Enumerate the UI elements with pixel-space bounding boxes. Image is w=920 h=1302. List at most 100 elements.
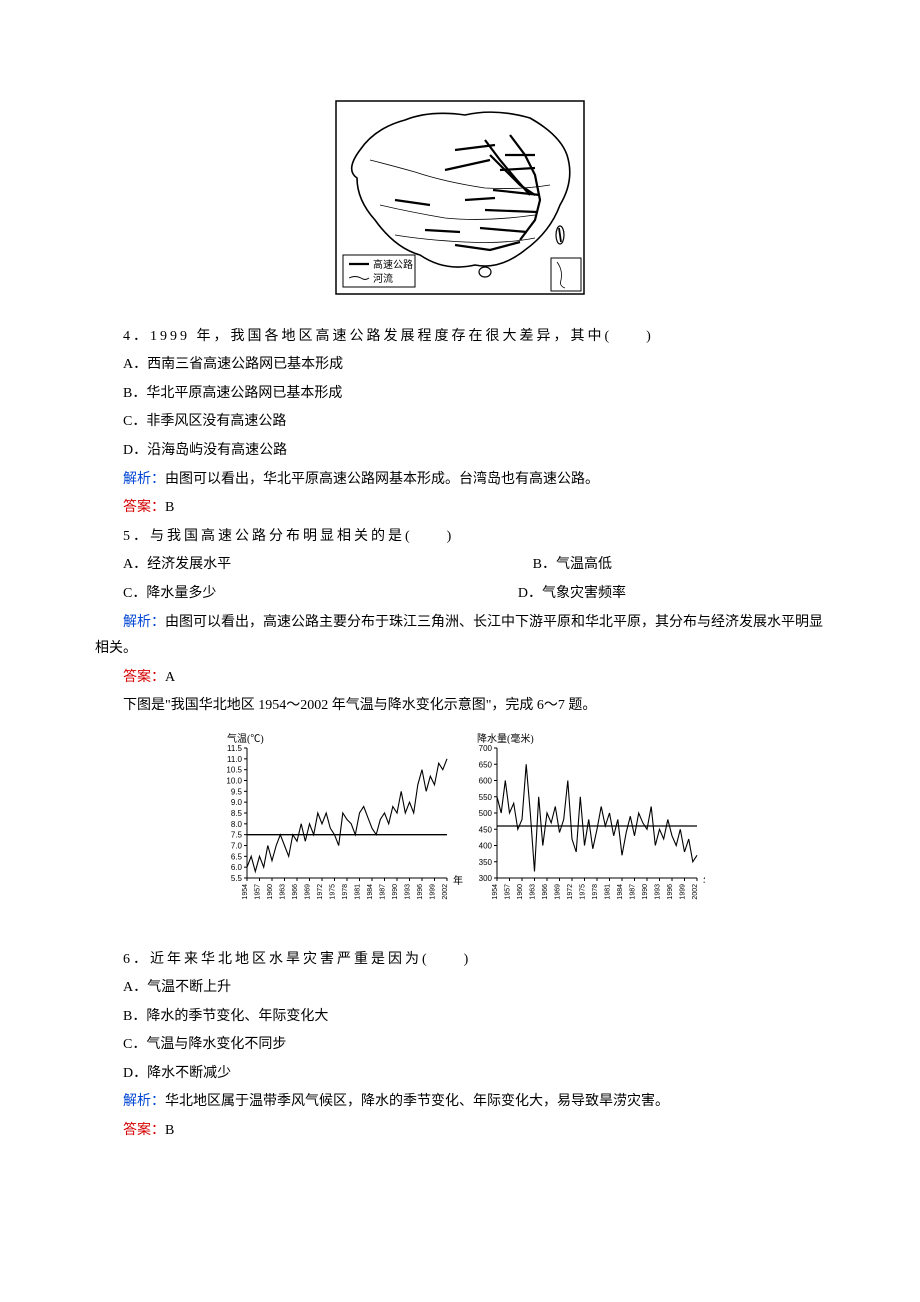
- svg-text:2002: 2002: [692, 884, 699, 900]
- svg-text:1972: 1972: [567, 884, 574, 900]
- q5-opts-row2: C．降水量多少 D．气象灾害频率: [95, 581, 825, 608]
- q4-opt-a: A．西南三省高速公路网已基本形成: [95, 352, 825, 379]
- q4-analysis-label: 解析：: [123, 472, 165, 487]
- q4-analysis-text: 由图可以看出，华北平原高速公路网基本形成。台湾岛也有高速公路。: [165, 472, 599, 487]
- q5-opt-c: C．降水量多少: [123, 586, 216, 601]
- q4-answer: 答案：B: [95, 495, 825, 522]
- svg-text:11.0: 11.0: [227, 755, 243, 764]
- q5-stem: 5．与我国高速公路分布明显相关的是( ): [95, 524, 825, 551]
- svg-text:1987: 1987: [380, 884, 387, 900]
- q6-answer-text: B: [165, 1123, 174, 1138]
- q5-analysis-text: 由图可以看出，高速公路主要分布于珠江三角洲、长江中下游平原和华北平原，其分布与经…: [95, 615, 823, 657]
- svg-text:1984: 1984: [367, 884, 374, 900]
- svg-text:1996: 1996: [417, 884, 424, 900]
- q5-analysis-label: 解析：: [123, 615, 165, 630]
- svg-text:1999: 1999: [430, 884, 437, 900]
- svg-text:1963: 1963: [530, 884, 537, 900]
- svg-text:1957: 1957: [505, 884, 512, 900]
- svg-text:1975: 1975: [580, 884, 587, 900]
- svg-text:650: 650: [479, 760, 493, 769]
- legend-highway-text: 高速公路: [373, 258, 413, 271]
- q6-opt-d: D．降水不断减少: [95, 1061, 825, 1088]
- q6-analysis-text: 华北地区属于温带季风气候区，降水的季节变化、年际变化大，易导致旱涝灾害。: [165, 1094, 669, 1109]
- q5-opt-d: D．气象灾害频率: [490, 581, 626, 608]
- intro-6-7: 下图是"我国华北地区 1954～2002 年气温与降水变化示意图"，完成 6～7…: [95, 693, 825, 720]
- svg-text:1978: 1978: [342, 884, 349, 900]
- svg-text:年: 年: [453, 874, 463, 887]
- svg-text:7.0: 7.0: [231, 841, 243, 850]
- q6-analysis: 解析：华北地区属于温带季风气候区，降水的季节变化、年际变化大，易导致旱涝灾害。: [95, 1089, 825, 1116]
- svg-text:1990: 1990: [392, 884, 399, 900]
- svg-text:400: 400: [479, 841, 493, 850]
- svg-text:1957: 1957: [255, 884, 262, 900]
- climate-charts: 气温(℃)5.56.06.57.07.58.08.59.09.510.010.5…: [95, 730, 825, 931]
- svg-text:1960: 1960: [267, 884, 274, 900]
- svg-text:1993: 1993: [405, 884, 412, 900]
- svg-text:450: 450: [479, 825, 493, 834]
- legend-river-text: 河流: [373, 272, 393, 285]
- svg-text:300: 300: [479, 874, 493, 883]
- svg-text:5.5: 5.5: [231, 874, 243, 883]
- q5-opts-row1: A．经济发展水平 B．气温高低: [95, 552, 825, 579]
- svg-text:8.5: 8.5: [231, 809, 243, 818]
- svg-text:6.5: 6.5: [231, 852, 243, 861]
- q4-answer-label: 答案：: [123, 500, 165, 515]
- svg-text:1969: 1969: [555, 884, 562, 900]
- svg-text:1966: 1966: [542, 884, 549, 900]
- q6-opt-c: C．气温与降水变化不同步: [95, 1032, 825, 1059]
- q6-opt-b: B．降水的季节变化、年际变化大: [95, 1004, 825, 1031]
- q6-analysis-label: 解析：: [123, 1094, 165, 1109]
- svg-text:1954: 1954: [492, 884, 499, 900]
- q5-opt-a: A．经济发展水平: [123, 557, 231, 572]
- svg-text:1966: 1966: [292, 884, 299, 900]
- svg-text:1984: 1984: [617, 884, 624, 900]
- q6-opt-a: A．气温不断上升: [95, 975, 825, 1002]
- svg-text:350: 350: [479, 858, 493, 867]
- svg-text:1972: 1972: [317, 884, 324, 900]
- svg-text:1960: 1960: [517, 884, 524, 900]
- q4-analysis: 解析：由图可以看出，华北平原高速公路网基本形成。台湾岛也有高速公路。: [95, 467, 825, 494]
- svg-text:1981: 1981: [605, 884, 612, 900]
- q5-opt-b: B．气温高低: [505, 552, 612, 579]
- svg-text:500: 500: [479, 809, 493, 818]
- svg-text:10.5: 10.5: [226, 766, 242, 775]
- svg-text:1954: 1954: [242, 884, 249, 900]
- q4-opt-b: B．华北平原高速公路网已基本形成: [95, 381, 825, 408]
- svg-text:1996: 1996: [667, 884, 674, 900]
- svg-text:1999: 1999: [680, 884, 687, 900]
- svg-text:7.5: 7.5: [231, 831, 243, 840]
- q5-answer: 答案：A: [95, 665, 825, 692]
- china-map-figure: 高速公路 河流: [95, 100, 825, 306]
- svg-text:1990: 1990: [642, 884, 649, 900]
- svg-text:6.0: 6.0: [231, 863, 243, 872]
- svg-text:8.0: 8.0: [231, 820, 243, 829]
- q5-answer-label: 答案：: [123, 670, 165, 685]
- svg-text:年: 年: [703, 874, 705, 887]
- svg-text:1981: 1981: [355, 884, 362, 900]
- svg-text:550: 550: [479, 793, 493, 802]
- svg-text:2002: 2002: [442, 884, 449, 900]
- svg-text:1993: 1993: [655, 884, 662, 900]
- climate-charts-svg: 气温(℃)5.56.06.57.07.58.08.59.09.510.010.5…: [215, 730, 705, 920]
- q4-opt-d: D．沿海岛屿没有高速公路: [95, 438, 825, 465]
- svg-text:1987: 1987: [630, 884, 637, 900]
- svg-text:10.0: 10.0: [226, 776, 242, 785]
- svg-text:1969: 1969: [305, 884, 312, 900]
- q6-stem: 6．近年来华北地区水旱灾害严重是因为( ): [95, 947, 825, 974]
- q5-analysis: 解析：由图可以看出，高速公路主要分布于珠江三角洲、长江中下游平原和华北平原，其分…: [95, 610, 825, 663]
- svg-text:700: 700: [479, 744, 493, 753]
- q4-answer-text: B: [165, 500, 174, 515]
- q6-answer: 答案：B: [95, 1118, 825, 1145]
- q6-answer-label: 答案：: [123, 1123, 165, 1138]
- q4-stem: 4．1999 年，我国各地区高速公路发展程度存在很大差异，其中( ): [95, 324, 825, 351]
- svg-text:1975: 1975: [330, 884, 337, 900]
- svg-text:9.0: 9.0: [231, 798, 243, 807]
- svg-text:9.5: 9.5: [231, 787, 243, 796]
- q5-answer-text: A: [165, 670, 175, 685]
- q4-opt-c: C．非季风区没有高速公路: [95, 409, 825, 436]
- svg-text:11.5: 11.5: [227, 744, 243, 753]
- svg-text:1978: 1978: [592, 884, 599, 900]
- svg-text:1963: 1963: [280, 884, 287, 900]
- china-map-svg: 高速公路 河流: [335, 100, 585, 295]
- svg-text:600: 600: [479, 776, 493, 785]
